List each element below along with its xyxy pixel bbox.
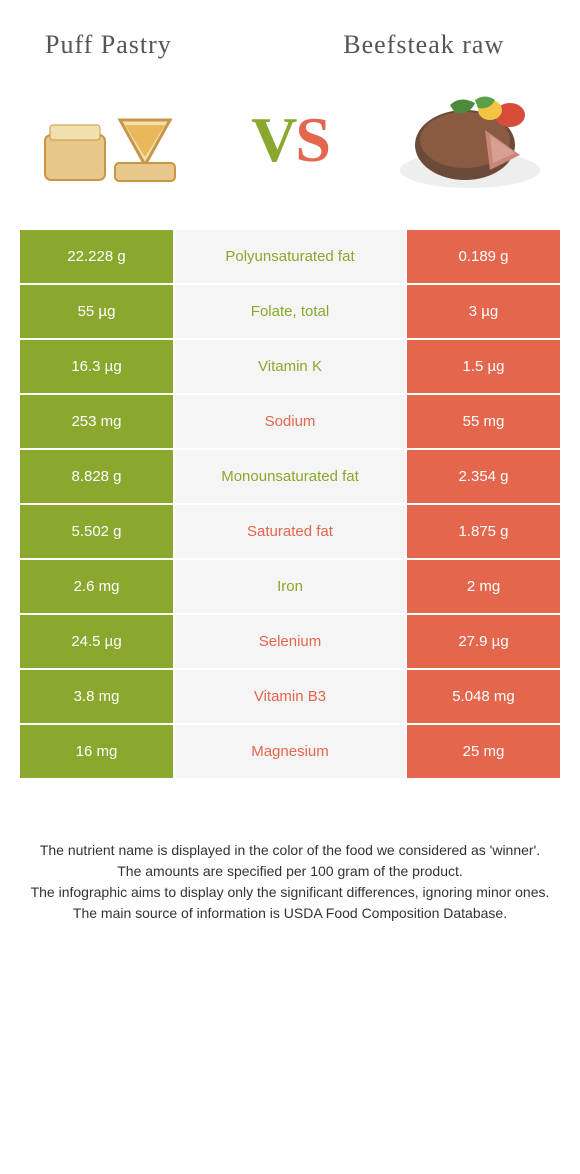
- table-row: 16 mg Magnesium 25 mg: [20, 725, 560, 780]
- right-value: 2.354 g: [405, 450, 560, 503]
- right-food-image: [390, 80, 550, 200]
- nutrient-name: Magnesium: [175, 725, 405, 778]
- left-food-title: Puff Pastry: [20, 30, 298, 60]
- footer-line: The infographic aims to display only the…: [30, 882, 550, 903]
- left-value: 22.228 g: [20, 230, 175, 283]
- footer-line: The main source of information is USDA F…: [30, 903, 550, 924]
- table-row: 55 µg Folate, total 3 µg: [20, 285, 560, 340]
- nutrient-name: Folate, total: [175, 285, 405, 338]
- comparison-table: 22.228 g Polyunsaturated fat 0.189 g 55 …: [0, 230, 580, 780]
- right-value: 25 mg: [405, 725, 560, 778]
- table-row: 16.3 µg Vitamin K 1.5 µg: [20, 340, 560, 395]
- table-row: 2.6 mg Iron 2 mg: [20, 560, 560, 615]
- right-value: 55 mg: [405, 395, 560, 448]
- table-row: 3.8 mg Vitamin B3 5.048 mg: [20, 670, 560, 725]
- table-row: 5.502 g Saturated fat 1.875 g: [20, 505, 560, 560]
- header: Puff Pastry Beefsteak raw: [0, 0, 580, 70]
- right-value: 3 µg: [405, 285, 560, 338]
- table-row: 22.228 g Polyunsaturated fat 0.189 g: [20, 230, 560, 285]
- left-value: 16.3 µg: [20, 340, 175, 393]
- right-value: 1.5 µg: [405, 340, 560, 393]
- footer-notes: The nutrient name is displayed in the co…: [0, 780, 580, 944]
- nutrient-name: Polyunsaturated fat: [175, 230, 405, 283]
- left-value: 8.828 g: [20, 450, 175, 503]
- left-value: 5.502 g: [20, 505, 175, 558]
- right-value: 2 mg: [405, 560, 560, 613]
- footer-line: The nutrient name is displayed in the co…: [30, 840, 550, 861]
- table-row: 24.5 µg Selenium 27.9 µg: [20, 615, 560, 670]
- vs-s: S: [295, 104, 329, 175]
- left-value: 3.8 mg: [20, 670, 175, 723]
- left-value: 55 µg: [20, 285, 175, 338]
- table-row: 8.828 g Monounsaturated fat 2.354 g: [20, 450, 560, 505]
- nutrient-name: Vitamin K: [175, 340, 405, 393]
- nutrient-name: Iron: [175, 560, 405, 613]
- left-value: 2.6 mg: [20, 560, 175, 613]
- nutrient-name: Saturated fat: [175, 505, 405, 558]
- footer-line: The amounts are specified per 100 gram o…: [30, 861, 550, 882]
- table-row: 253 mg Sodium 55 mg: [20, 395, 560, 450]
- vs-v: V: [251, 104, 295, 175]
- nutrient-name: Monounsaturated fat: [175, 450, 405, 503]
- right-value: 27.9 µg: [405, 615, 560, 668]
- images-row: VS: [0, 70, 580, 230]
- left-value: 16 mg: [20, 725, 175, 778]
- left-value: 24.5 µg: [20, 615, 175, 668]
- nutrient-name: Sodium: [175, 395, 405, 448]
- vs-label: VS: [251, 103, 329, 177]
- nutrient-name: Selenium: [175, 615, 405, 668]
- right-value: 0.189 g: [405, 230, 560, 283]
- left-food-image: [30, 80, 190, 200]
- nutrient-name: Vitamin B3: [175, 670, 405, 723]
- right-value: 1.875 g: [405, 505, 560, 558]
- left-value: 253 mg: [20, 395, 175, 448]
- right-food-title: Beefsteak raw: [298, 30, 561, 60]
- right-value: 5.048 mg: [405, 670, 560, 723]
